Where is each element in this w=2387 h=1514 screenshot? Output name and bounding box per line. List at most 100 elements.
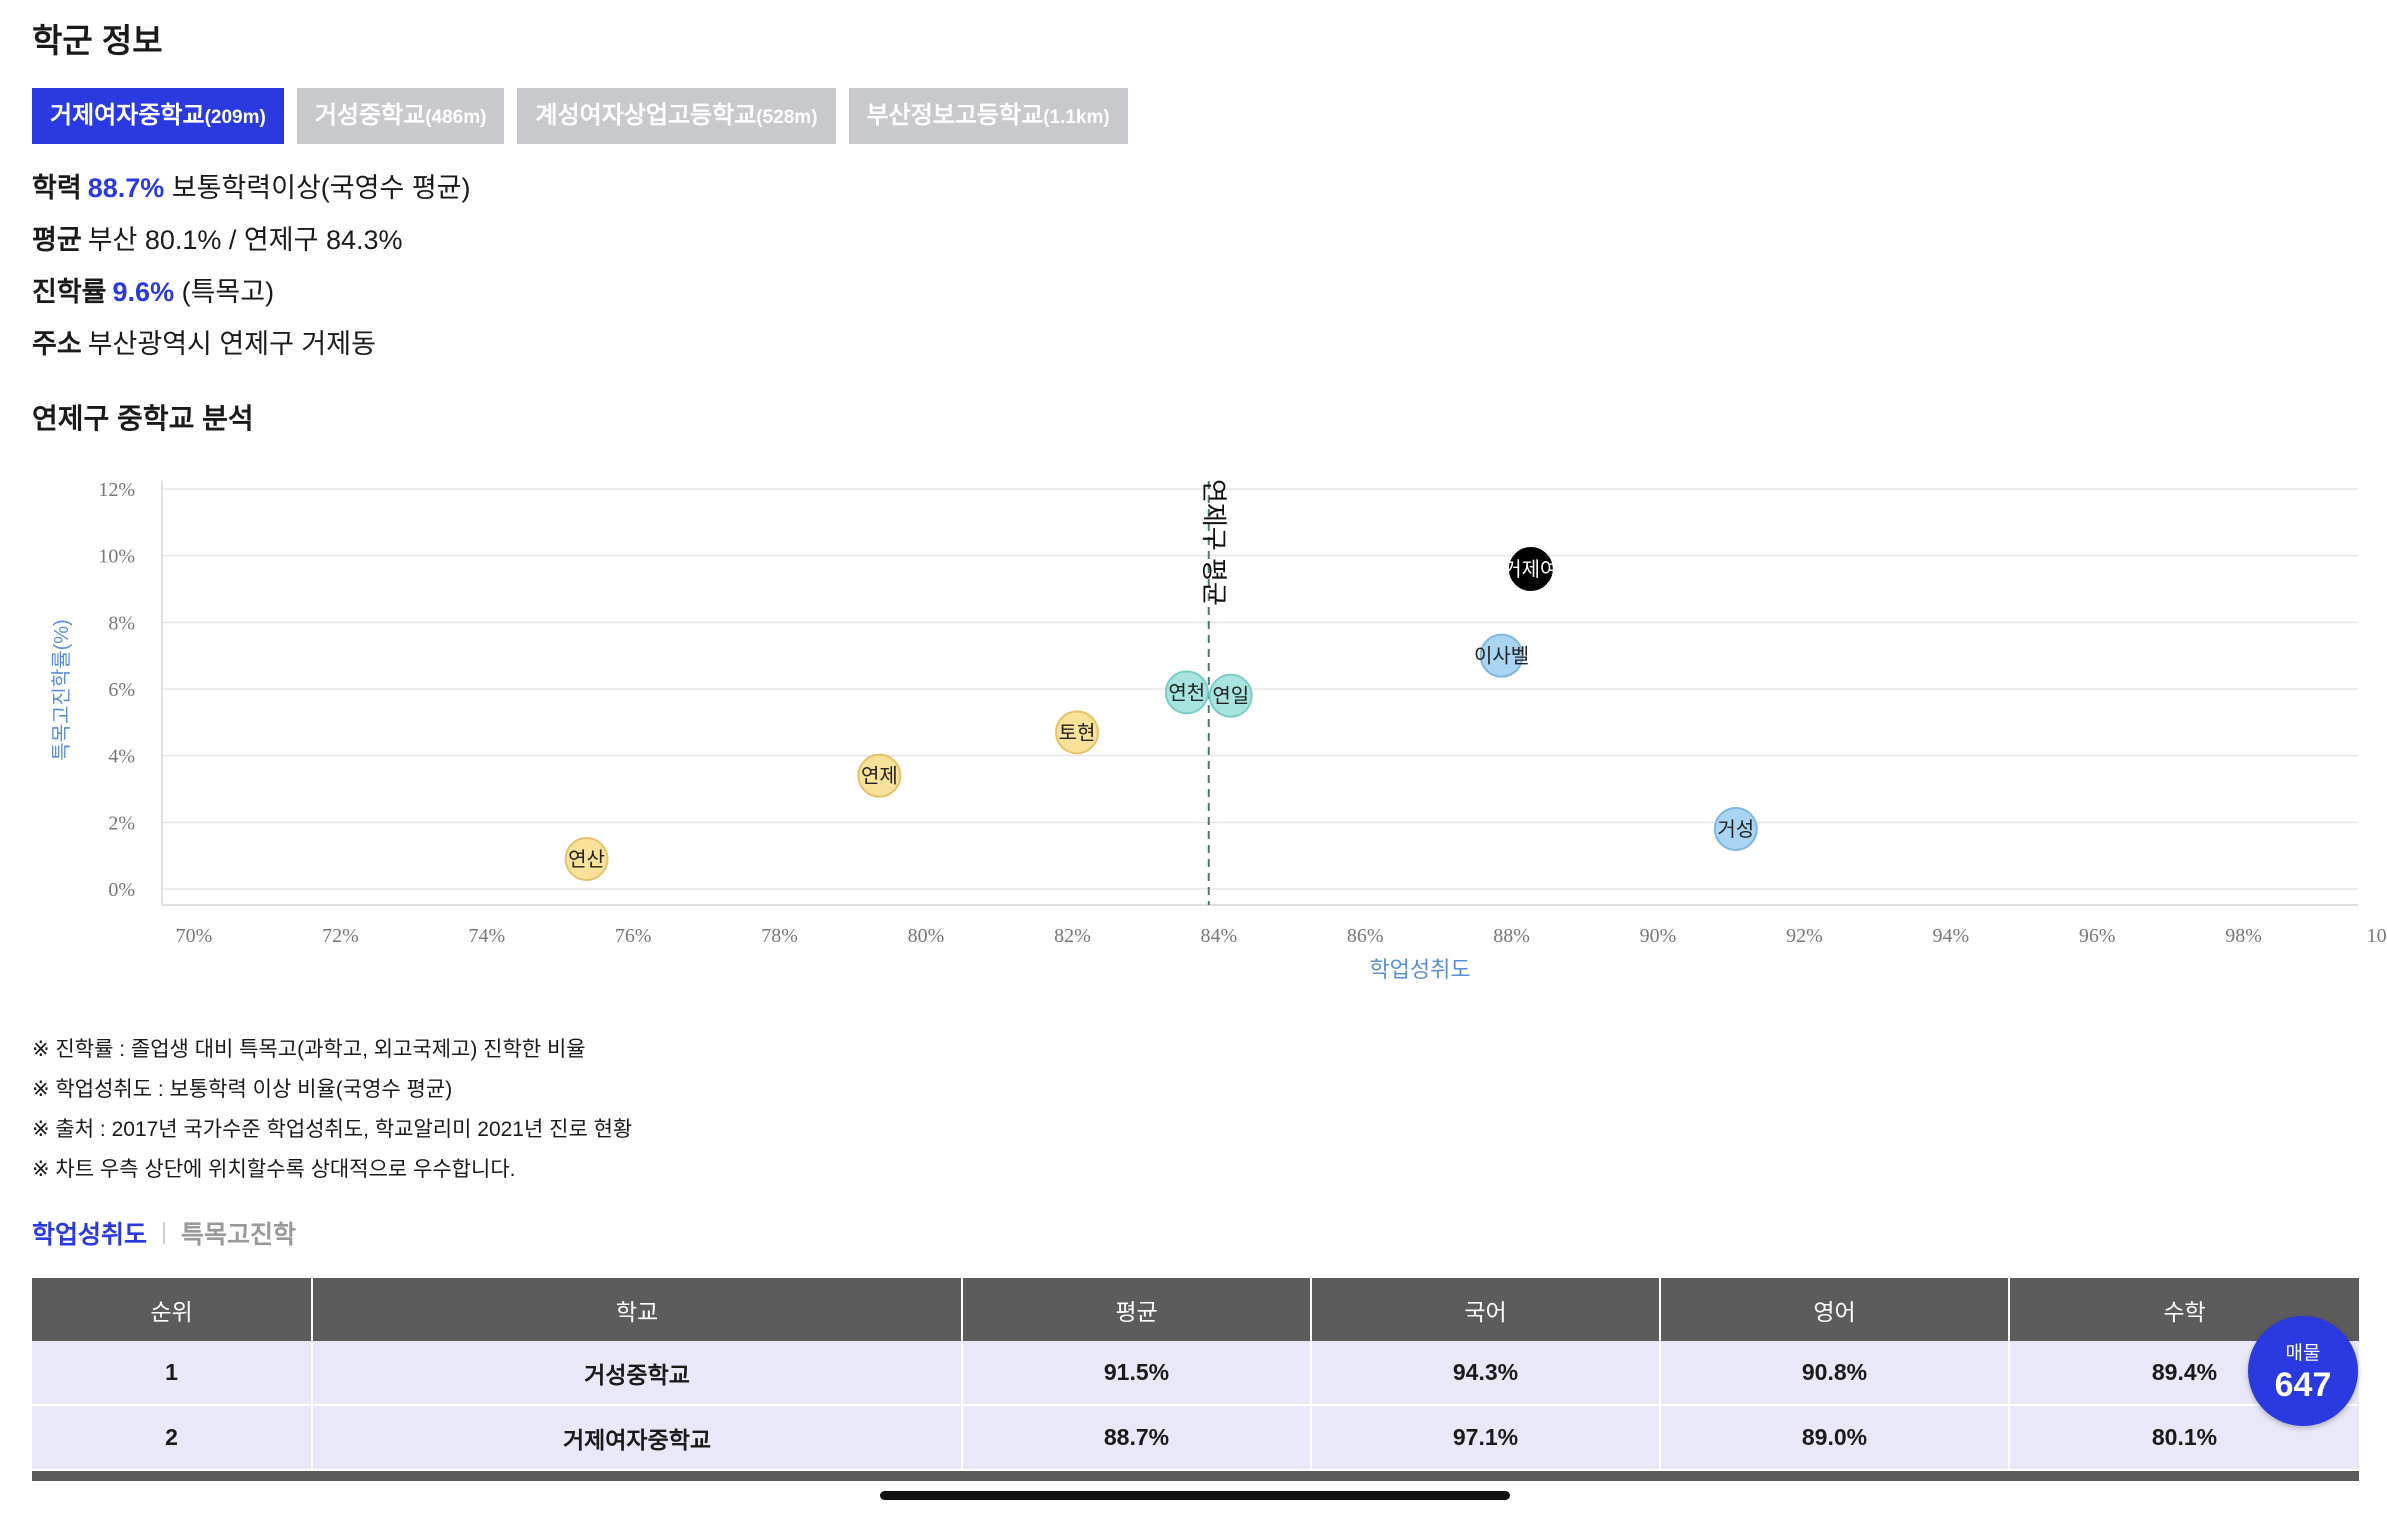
tab-school-distance: (486m): [425, 107, 487, 128]
advance-label: 진학률: [32, 277, 107, 307]
table-bottom-bar: [32, 1471, 2359, 1481]
table-row: 1 거성중학교 91.5% 94.3% 90.8% 89.4%: [32, 1341, 2359, 1406]
table-row: 2 거제여자중학교 88.7% 97.1% 89.0% 80.1%: [32, 1405, 2359, 1471]
tab-school-distance: (528m): [756, 107, 818, 128]
note: ※ 학업성취도 : 보통학력 이상 비율(국영수 평균): [32, 1078, 453, 1101]
ranking-table: 순위 학교 평균 국어 영어 수학 1 거성중학교 91.5% 94.3% 90…: [32, 1278, 2359, 1481]
scatter-point: [1713, 807, 1758, 851]
tab-school-2[interactable]: 거성중학교(486m): [296, 88, 505, 144]
scatter-point: [564, 837, 609, 881]
x-tick-label: 92%: [1786, 925, 1823, 947]
ranking-subtabs: 학업성취도 특목고진학: [32, 1215, 296, 1251]
x-tick-label: 82%: [1054, 925, 1091, 947]
x-tick-label: 78%: [761, 925, 798, 947]
note: ※ 진학률 : 졸업생 대비 특목고(과학고, 외고국제고) 진학한 비율: [32, 1038, 586, 1061]
point-label: 연산: [568, 848, 605, 871]
cell-rank: 2: [32, 1405, 313, 1471]
point-label: 토현: [1059, 721, 1096, 744]
scatter-point: [1508, 547, 1553, 591]
tab-school-3[interactable]: 계성여자상업고등학교(528m): [517, 88, 836, 144]
listing-label: 매물: [2285, 1343, 2321, 1364]
average-text: 부산 80.1% / 연제구 84.3%: [87, 225, 403, 255]
home-indicator: [880, 1491, 1510, 1500]
subtab-achievement[interactable]: 학업성취도: [32, 1221, 148, 1249]
cell-rank: 1: [32, 1341, 313, 1406]
listing-count: 647: [2274, 1366, 2332, 1404]
x-tick-label: 100%: [2367, 925, 2387, 947]
cell-school: 거제여자중학교: [312, 1405, 963, 1471]
info-average: 평균 부산 80.1% / 연제구 84.3%: [32, 218, 403, 257]
y-tick-label: 10%: [98, 546, 135, 568]
y-tick-label: 8%: [108, 612, 135, 634]
tab-school-name: 계성여자상업고등학교: [535, 102, 757, 129]
point-label: 연일: [1212, 685, 1249, 708]
x-tick-label: 94%: [1932, 925, 1969, 947]
cell-school: 거성중학교: [312, 1341, 963, 1406]
x-tick-label: 70%: [176, 925, 213, 947]
x-tick-label: 76%: [615, 925, 652, 947]
x-tick-label: 86%: [1347, 925, 1384, 947]
tab-school-4[interactable]: 부산정보고등학교(1.1km): [848, 88, 1128, 144]
header-korean: 국어: [1311, 1278, 1661, 1341]
x-tick-label: 90%: [1640, 925, 1677, 947]
y-tick-label: 12%: [98, 479, 135, 501]
x-tick-label: 80%: [908, 925, 945, 947]
y-tick-label: 6%: [108, 679, 135, 701]
average-label: 평균: [32, 225, 82, 255]
tab-school-1[interactable]: 거제여자중학교(209m): [32, 88, 284, 144]
subtab-special-high[interactable]: 특목고진학: [181, 1221, 297, 1249]
advance-value: 9.6%: [112, 277, 175, 307]
y-tick-label: 2%: [108, 812, 135, 834]
point-label: 연제: [861, 765, 898, 788]
y-tick-label: 4%: [108, 746, 135, 768]
cell-english: 90.8%: [1660, 1341, 2010, 1406]
address-label: 주소: [32, 329, 82, 359]
cell-average: 91.5%: [962, 1341, 1312, 1406]
achievement-desc: 보통학력이상(국영수 평균): [171, 173, 471, 203]
point-label: 이사벨: [1474, 645, 1529, 668]
cell-average: 88.7%: [962, 1405, 1312, 1471]
listing-count-button[interactable]: 매물 647: [2248, 1316, 2358, 1426]
achievement-value: 88.7%: [87, 173, 165, 203]
header-school: 학교: [312, 1278, 963, 1341]
x-tick-label: 72%: [322, 925, 359, 947]
cell-korean: 94.3%: [1311, 1341, 1661, 1406]
y-axis-title: 특목고진학률(%): [50, 619, 73, 761]
info-achievement: 학력 88.7% 보통학력이상(국영수 평균): [32, 166, 471, 205]
x-tick-label: 88%: [1493, 925, 1530, 947]
page-title: 학군 정보: [32, 22, 163, 59]
note: ※ 차트 우측 상단에 위치할수록 상대적으로 우수합니다.: [32, 1158, 516, 1181]
header-rank: 순위: [32, 1278, 313, 1341]
subtab-divider: [163, 1222, 166, 1244]
scatter-chart: 0% 2% 4% 6% 8% 10% 12% 70% 72% 74% 76% 78% 80% 82% 84%…: [50, 479, 2387, 982]
scatter-point: [1164, 670, 1209, 715]
x-tick-label: 74%: [468, 925, 505, 947]
tab-school-name: 거제여자중학교: [50, 102, 205, 129]
x-tick-label: 96%: [2079, 925, 2116, 947]
school-tabs: 거제여자중학교(209m) 거성중학교(486m) 계성여자상업고등학교(528…: [32, 88, 1128, 144]
average-reference-label: 연제구 평균: [1199, 479, 1229, 606]
tab-school-distance: (1.1km): [1043, 107, 1110, 128]
tab-school-name: 부산정보고등학교: [866, 102, 1044, 129]
note: ※ 출처 : 2017년 국가수준 학업성취도, 학교알리미 2021년 진로 …: [32, 1118, 633, 1141]
point-label: 거성: [1717, 818, 1754, 841]
scatter-point: [1055, 710, 1099, 755]
info-address: 주소 부산광역시 연제구 거제동: [32, 322, 376, 361]
scatter-point: [1208, 673, 1253, 718]
x-tick-label: 98%: [2225, 925, 2262, 947]
chart-section-title: 연제구 중학교 분석: [32, 403, 254, 434]
cell-math: 80.1%: [2009, 1405, 2359, 1471]
point-label: 연천: [1168, 681, 1205, 704]
cell-english: 89.0%: [1660, 1405, 2010, 1471]
scatter-point: [857, 753, 902, 798]
chart-notes: ※ 진학률 : 졸업생 대비 특목고(과학고, 외고국제고) 진학한 비율 ※ …: [32, 1030, 632, 1190]
tab-school-distance: (209m): [204, 107, 266, 128]
table-header-row: 순위 학교 평균 국어 영어 수학: [32, 1278, 2359, 1341]
cell-korean: 97.1%: [1311, 1405, 1661, 1471]
scatter-point: [1479, 633, 1524, 678]
achievement-label: 학력: [32, 173, 82, 203]
info-advance: 진학률 9.6% (특목고): [32, 270, 274, 309]
x-axis-title: 학업성취도: [1369, 957, 1470, 982]
point-label: 거제여: [1503, 558, 1558, 581]
header-english: 영어: [1660, 1278, 2010, 1341]
